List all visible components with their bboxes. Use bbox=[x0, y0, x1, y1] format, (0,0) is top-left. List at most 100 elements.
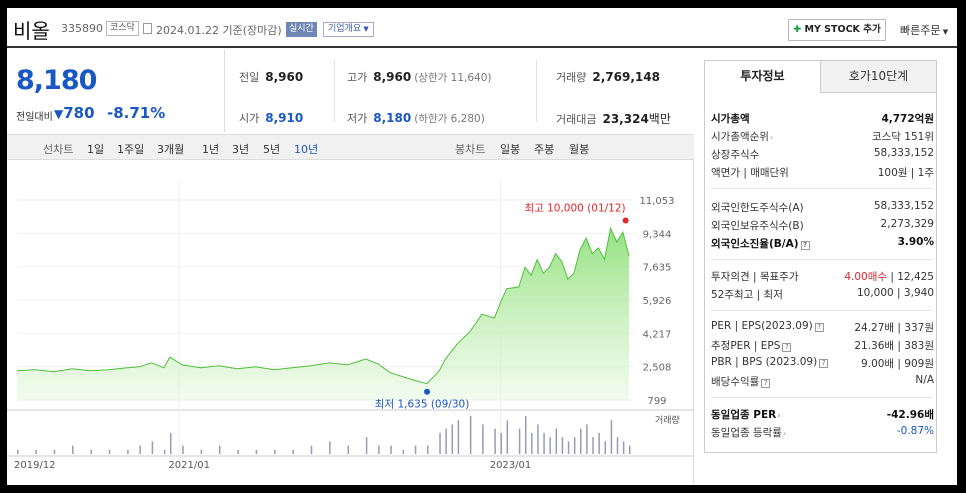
add-my-stock-button[interactable]: ✚ MY STOCK 추가 bbox=[788, 19, 886, 41]
info-rank: 시가총액순위› 코스닥 151위 bbox=[705, 127, 938, 145]
x-tick-label: 2021/01 bbox=[168, 460, 210, 471]
info-key: PBR | BPS (2023.09) bbox=[711, 356, 818, 368]
candle-chart-label: 봉차트 bbox=[455, 143, 486, 156]
tab-investment-info[interactable]: 투자정보 bbox=[704, 60, 821, 93]
volume-bar bbox=[17, 449, 19, 454]
y-tick-label: 11,053 bbox=[640, 196, 675, 207]
info-52week: 52주최고 | 최저 10,000 | 3,940 bbox=[705, 285, 938, 303]
volume-bar bbox=[182, 445, 184, 454]
info-key: 투자의견 | 목표주가 bbox=[711, 271, 799, 283]
period-1d[interactable]: 1일 bbox=[87, 143, 105, 156]
stock-code: 335890 bbox=[61, 22, 103, 35]
info-key: 배당수익률 bbox=[711, 376, 760, 388]
line-chart-label: 선차트 bbox=[43, 143, 74, 156]
volume-bar bbox=[555, 428, 558, 454]
volume-bar bbox=[494, 428, 496, 454]
help-icon[interactable]: ? bbox=[800, 241, 810, 250]
candle-daily[interactable]: 일봉 bbox=[500, 143, 521, 156]
info-industry-per: 동일업종 PER› -42.96배 bbox=[705, 405, 938, 423]
volume-bar bbox=[610, 420, 613, 454]
my-stock-label: MY STOCK 추가 bbox=[804, 24, 881, 35]
info-per: PER | EPS(2023.09)? 24.27배 | 337원 bbox=[705, 318, 938, 336]
volume-bar bbox=[543, 432, 545, 454]
stat-value: 23,324 bbox=[602, 112, 649, 126]
price-area bbox=[17, 228, 629, 400]
divider bbox=[711, 397, 932, 398]
info-key: 추정PER | EPS bbox=[711, 340, 781, 352]
help-icon[interactable]: ? bbox=[761, 379, 771, 388]
target-price: 12,425 bbox=[897, 271, 934, 283]
stat-amount: 거래대금 23,324백만 bbox=[556, 110, 671, 127]
lower-limit: (하한가 6,280) bbox=[414, 113, 485, 125]
volume-bar bbox=[469, 416, 472, 454]
stat-volume: 거래량 2,769,148 bbox=[556, 69, 660, 85]
chevron-right-icon: › bbox=[769, 133, 774, 142]
upper-limit: (상한가 11,640) bbox=[414, 72, 492, 84]
divider bbox=[711, 188, 932, 189]
period-3y[interactable]: 3년 bbox=[232, 143, 250, 156]
volume-bar bbox=[139, 445, 141, 454]
info-key: 외국인소진율(B/A) bbox=[711, 238, 799, 250]
info-value: 21.36배 | 383원 bbox=[854, 340, 934, 352]
divider bbox=[536, 60, 537, 122]
candle-weekly[interactable]: 주봉 bbox=[534, 143, 555, 156]
info-foreign-limit: 외국인한도주식수(A) 58,333,152 bbox=[705, 198, 938, 216]
chevron-right-icon: › bbox=[782, 429, 787, 438]
volume-bar bbox=[580, 428, 582, 454]
y-axis-ticks: 11,053 9,344 7,635 5,926 4,217 2,508 799 bbox=[640, 196, 675, 407]
down-triangle-icon: ▼ bbox=[54, 107, 64, 121]
y-tick-label: 4,217 bbox=[643, 329, 672, 340]
chart-svg: 11,053 9,344 7,635 5,926 4,217 2,508 799 2019/… bbox=[7, 180, 694, 471]
chart-period-bar: 선차트 1일 1주일 3개월 1년 3년 5년 10년 봉차트 일봉 주봉 월봉 bbox=[7, 134, 694, 160]
help-icon[interactable]: ? bbox=[814, 323, 824, 332]
help-icon[interactable]: ? bbox=[782, 343, 792, 352]
x-axis-ticks: 2019/12 2021/01 2023/01 bbox=[14, 460, 531, 471]
candle-monthly[interactable]: 월봉 bbox=[569, 143, 590, 156]
info-dividend: 배당수익률? N/A bbox=[705, 372, 938, 390]
volume-bar bbox=[292, 449, 294, 454]
info-value: -0.87% bbox=[896, 425, 934, 437]
y-tick-label: 799 bbox=[647, 396, 666, 407]
price-stats: 전일 8,960 고가 8,960 (상한가 11,640) 거래량 2,769,148… bbox=[226, 50, 694, 132]
price-chart[interactable]: 11,053 9,344 7,635 5,926 4,217 2,508 799 2019/… bbox=[7, 160, 694, 485]
info-value: 10,000 | 3,940 bbox=[856, 287, 934, 299]
stat-open: 시가 8,910 bbox=[239, 110, 303, 126]
stock-widget: 비올 335890 코스닥 2024.01.22 기준(장마감) 실시간 기업개… bbox=[7, 8, 957, 485]
volume-label: 거래량 bbox=[655, 414, 680, 426]
stock-header: 비올 335890 코스닥 2024.01.22 기준(장마감) 실시간 기업개… bbox=[7, 8, 957, 48]
volume-bar bbox=[586, 424, 588, 454]
period-1y[interactable]: 1년 bbox=[202, 143, 220, 156]
chevron-down-icon: ▼ bbox=[361, 25, 369, 33]
volume-bar bbox=[108, 449, 111, 454]
investment-info-panel: 시가총액 4,772억원 시가총액순위› 코스닥 151위 상장주식수 58,333,… bbox=[704, 93, 937, 453]
volume-bars bbox=[17, 416, 631, 454]
tab-orderbook[interactable]: 호가10단계 bbox=[820, 60, 937, 93]
plus-icon: ✚ bbox=[793, 24, 805, 35]
company-info-label: 기업개요 bbox=[328, 24, 362, 34]
volume-bar bbox=[500, 432, 502, 454]
period-5y[interactable]: 5년 bbox=[263, 143, 281, 156]
change-value: 780 bbox=[63, 104, 95, 122]
info-market-cap: 시가총액 4,772억원 bbox=[705, 109, 938, 127]
info-key: 52주최고 | 최저 bbox=[711, 289, 783, 301]
realtime-button[interactable]: 실시간 bbox=[286, 22, 317, 37]
period-1w[interactable]: 1주일 bbox=[117, 143, 145, 156]
volume-bar bbox=[573, 437, 576, 454]
stat-label: 전일 bbox=[239, 71, 260, 84]
stat-label: 거래대금 bbox=[556, 113, 597, 126]
info-key: 동일업종 PER bbox=[711, 409, 777, 421]
help-icon[interactable]: ? bbox=[819, 359, 829, 368]
period-10y[interactable]: 10년 bbox=[294, 143, 319, 156]
volume-bar bbox=[592, 437, 594, 454]
info-value: N/A bbox=[915, 374, 934, 386]
quick-order-dropdown[interactable]: 빠른주문 ▼ bbox=[900, 22, 948, 38]
info-foreign-hold: 외국인보유주식수(B) 2,273,329 bbox=[705, 216, 938, 234]
period-3m[interactable]: 3개월 bbox=[157, 143, 185, 156]
volume-bar bbox=[537, 424, 539, 454]
info-value: 58,333,152 bbox=[873, 200, 934, 212]
x-tick-label: 2019/12 bbox=[14, 460, 56, 471]
volume-bar bbox=[439, 432, 441, 454]
volume-bar bbox=[170, 432, 172, 454]
volume-bar bbox=[218, 445, 221, 454]
company-info-dropdown[interactable]: 기업개요 ▼ bbox=[323, 22, 374, 37]
